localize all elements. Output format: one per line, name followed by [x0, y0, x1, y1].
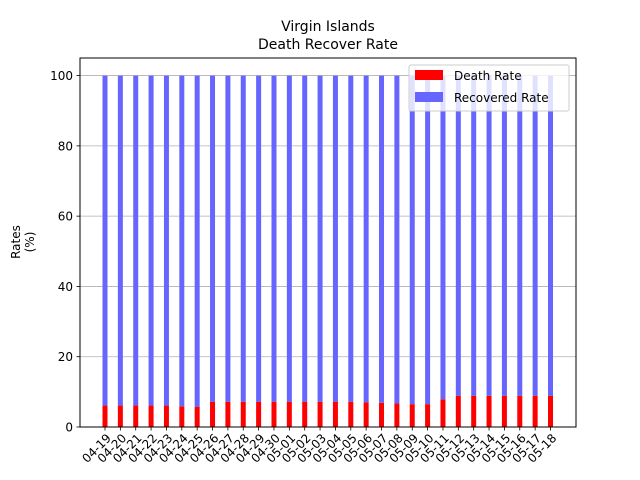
bar-recovered-rate: [102, 75, 108, 406]
bar-death-rate: [225, 401, 231, 427]
legend-swatch-death-rate: [415, 70, 443, 80]
y-tick-label: 40: [58, 280, 73, 294]
grid-lines: [80, 75, 576, 358]
bar-recovered-rate: [409, 75, 415, 405]
y-axis-ticks: 0 20 40 60 80 100: [50, 69, 80, 435]
bar-recovered-rate: [440, 75, 446, 400]
bar-recovered-rate: [501, 75, 507, 396]
y-tick-label: 0: [65, 421, 73, 435]
chart-title-line-1: Virgin Islands: [281, 19, 375, 35]
bar-recovered-rate: [133, 75, 139, 406]
bar-death-rate: [409, 404, 415, 427]
bar-death-rate: [256, 401, 262, 427]
y-tick-label: 20: [58, 350, 73, 364]
bars: [102, 75, 553, 427]
bar-death-rate: [517, 395, 523, 427]
bar-recovered-rate: [163, 75, 169, 406]
bar-recovered-rate: [286, 75, 292, 402]
bar-death-rate: [117, 405, 123, 427]
bar-death-rate: [102, 405, 108, 427]
y-axis-label: Rates (%): [9, 225, 37, 259]
bar-recovered-rate: [302, 75, 308, 402]
bar-death-rate: [348, 401, 354, 427]
bar-recovered-rate: [210, 75, 216, 402]
bar-recovered-rate: [332, 75, 338, 402]
bar-death-rate: [548, 395, 553, 427]
bar-recovered-rate: [148, 75, 154, 406]
y-tick-label: 100: [50, 69, 73, 83]
bar-recovered-rate: [240, 75, 246, 402]
bar-recovered-rate: [348, 75, 354, 402]
bar-recovered-rate: [471, 75, 477, 396]
bar-recovered-rate: [363, 75, 369, 403]
bar-death-rate: [240, 401, 246, 427]
plot-frame: [79, 57, 577, 428]
legend-box: [408, 64, 570, 112]
bar-recovered-rate: [517, 75, 523, 396]
x-axis-ticks: 04-1904-2004-2104-2204-2304-2404-2504-26…: [79, 427, 559, 466]
bar-recovered-rate: [194, 75, 200, 407]
bar-recovered-rate: [425, 75, 431, 405]
bar-recovered-rate: [225, 75, 231, 402]
bar-death-rate: [148, 405, 154, 427]
bar-death-rate: [363, 402, 369, 427]
bar-death-rate: [317, 401, 323, 427]
bar-death-rate: [332, 401, 338, 427]
bar-death-rate: [471, 395, 477, 427]
y-axis-label-line-1: Rates: [9, 225, 23, 259]
bar-death-rate: [425, 404, 431, 427]
bar-death-rate: [302, 401, 308, 427]
bar-death-rate: [210, 401, 216, 427]
chart-title-line-2: Death Recover Rate: [258, 37, 398, 53]
bar-recovered-rate: [117, 75, 123, 406]
bar-death-rate: [394, 403, 400, 427]
bar-recovered-rate: [317, 75, 323, 402]
bar-death-rate: [379, 402, 385, 427]
bar-death-rate: [179, 406, 185, 427]
bar-death-rate: [163, 405, 169, 427]
bar-recovered-rate: [548, 75, 553, 396]
bar-recovered-rate: [532, 75, 538, 396]
bar-recovered-rate: [271, 75, 277, 402]
bar-death-rate: [440, 399, 446, 427]
bar-recovered-rate: [486, 75, 492, 396]
bar-recovered-rate: [256, 75, 262, 402]
bar-recovered-rate: [455, 75, 461, 396]
bar-recovered-rate: [179, 75, 185, 407]
bar-recovered-rate: [379, 75, 385, 403]
bar-death-rate: [532, 395, 538, 427]
legend-swatch-recovered-rate: [415, 92, 443, 102]
bar-death-rate: [133, 405, 139, 427]
bar-death-rate: [194, 406, 200, 427]
bar-death-rate: [486, 395, 492, 427]
bar-death-rate: [271, 401, 277, 427]
bar-death-rate: [455, 395, 461, 427]
bar-recovered-rate: [394, 75, 400, 404]
legend: Death Rate Recovered Rate: [408, 64, 570, 112]
y-tick-label: 80: [58, 139, 73, 153]
bar-death-rate: [286, 401, 292, 427]
bar-death-rate: [501, 395, 507, 427]
y-tick-label: 60: [58, 210, 73, 224]
y-axis-label-line-2: (%): [23, 232, 37, 253]
legend-label-recovered-rate: Recovered Rate: [454, 91, 549, 105]
legend-label-death-rate: Death Rate: [454, 69, 522, 83]
